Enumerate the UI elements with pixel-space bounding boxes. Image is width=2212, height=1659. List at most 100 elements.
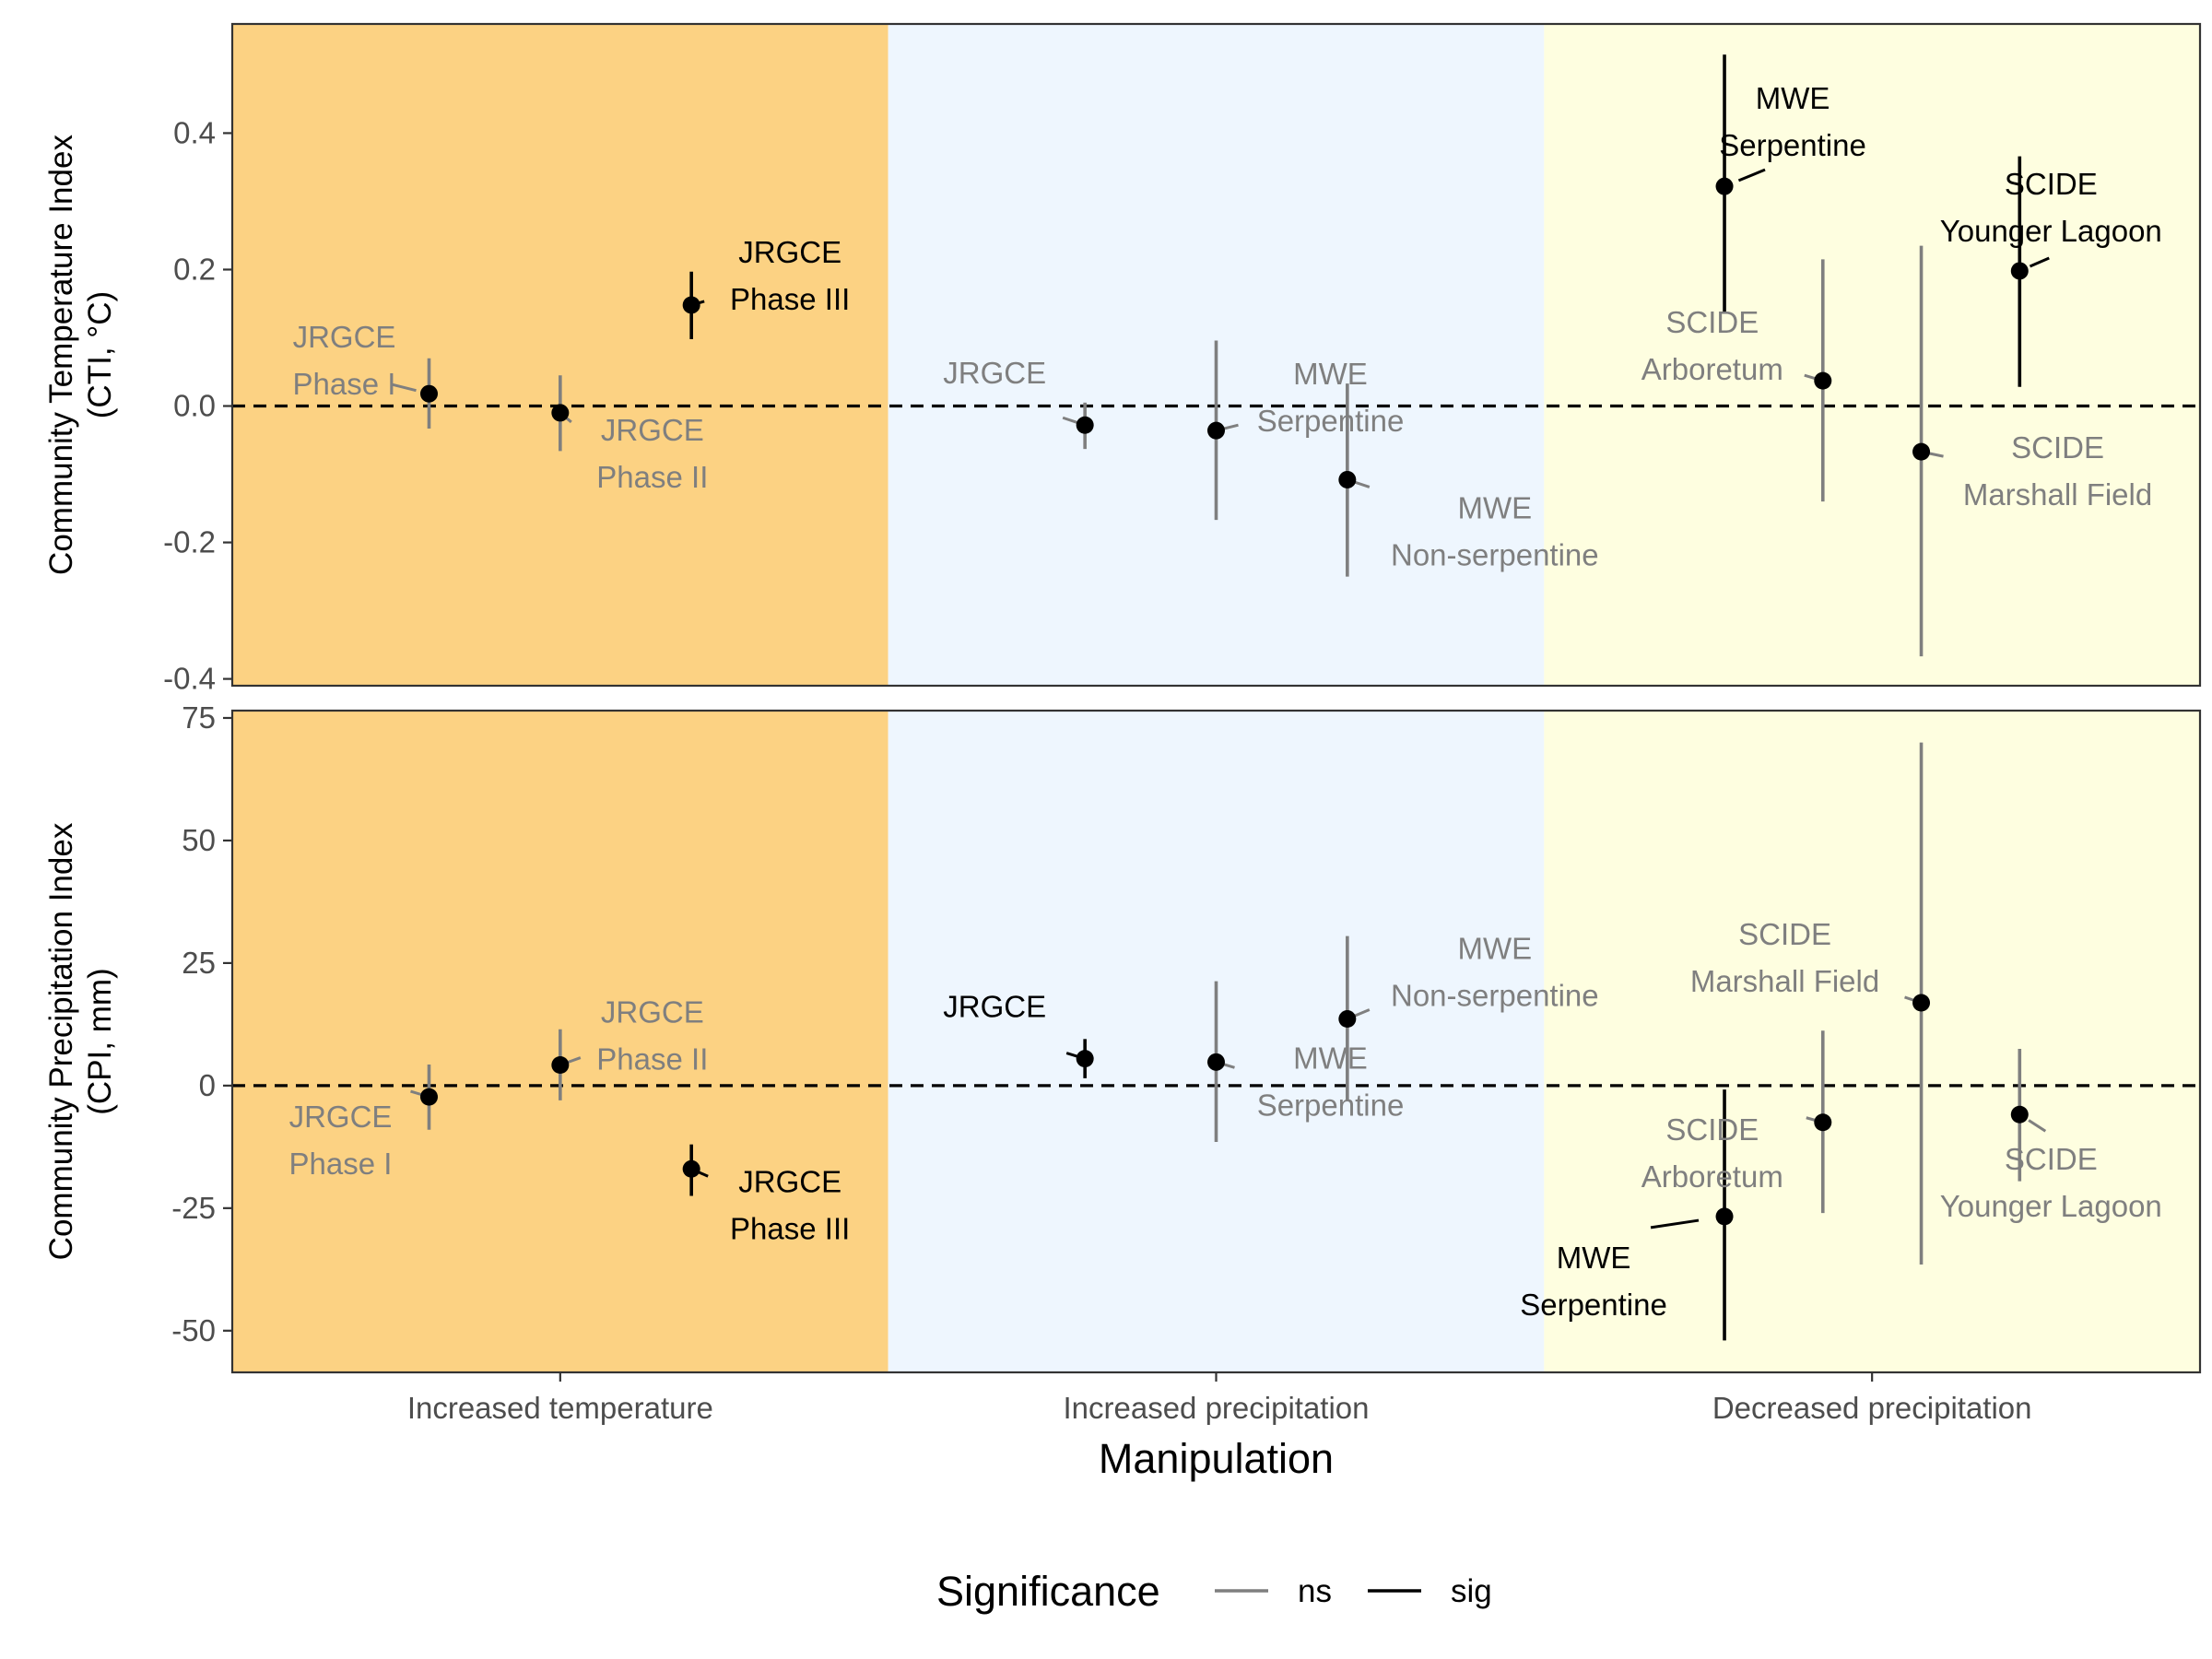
x-axis-title: Manipulation (1099, 1435, 1334, 1482)
panel-1-point-label-7-0: SCIDE (1665, 1112, 1759, 1147)
panel-1-point-label-9-0: SCIDE (2005, 1142, 2098, 1176)
panel-0-leader-8 (1928, 452, 1944, 458)
panel-0-point-label-6-1: Serpentine (1719, 128, 1866, 162)
panel-1-point-label-2-0: JRGCE (738, 1164, 841, 1198)
panel-0-point-2 (682, 296, 700, 314)
panel-1-leader-9 (2028, 1119, 2047, 1133)
panel-0-point-7 (1814, 371, 1832, 390)
panel-0-ytick-label-0: 0.4 (173, 115, 216, 149)
panel-1-leader-1 (567, 1056, 582, 1065)
panel-1-point-label-1-0: JRGCE (601, 995, 704, 1030)
panel-1-point-label-5-1: Non-serpentine (1391, 979, 1599, 1013)
panel-0-point-label-4-1: Serpentine (1257, 404, 1405, 438)
panel-1-point-label-9-1: Younger Lagoon (1940, 1189, 2162, 1223)
xtick-label-0: Increased temperature (407, 1391, 713, 1425)
panel-0-ytick-label-3: -0.2 (163, 525, 216, 559)
panel-0-bg-0 (232, 24, 888, 686)
panel-1-point-label-4-1: Serpentine (1257, 1088, 1405, 1122)
panel-0-point-label-9-0: SCIDE (2005, 167, 2098, 201)
panel-0-leader-9 (2029, 256, 2050, 268)
panel-0-point-9 (2010, 262, 2029, 280)
panel-1-ytick-label-5: -50 (171, 1313, 216, 1347)
panel-1-point-label-5-0: MWE (1458, 932, 1533, 966)
panel-0-point-5 (1338, 470, 1357, 488)
panel-1-point-label-7-1: Arboretum (1641, 1159, 1783, 1194)
panel-0-border (230, 22, 2202, 688)
panel-0-point-label-8-0: SCIDE (2011, 430, 2104, 465)
legend-key-label-sig: sig (1451, 1573, 1492, 1609)
panel-1-ytick-label-3: 0 (199, 1068, 216, 1102)
legend-key-label-ns: ns (1298, 1573, 1332, 1609)
panel-1-point-label-6-1: Serpentine (1520, 1288, 1667, 1322)
panel-0-leader-5 (1354, 480, 1371, 488)
panel-1-leader-5 (1354, 1008, 1371, 1018)
panel-1-point-0 (420, 1088, 438, 1106)
panel-0-ytick-label-1: 0.2 (173, 252, 216, 286)
panel-0-leader-4 (1223, 423, 1239, 430)
panel-0-point-label-6-0: MWE (1756, 81, 1830, 115)
panel-0-point-label-2-0: JRGCE (738, 235, 841, 269)
panel-0-point-label-5-0: MWE (1458, 490, 1533, 524)
panel-0-point-label-9-1: Younger Lagoon (1940, 214, 2162, 248)
panel-1-point-label-8-1: Marshall Field (1690, 964, 1879, 998)
legend-title: Significance (936, 1568, 1160, 1615)
panel-1-ylabel-line-1: (CPI, mm) (82, 968, 118, 1114)
panel-1-point-label-0-1: Phase I (289, 1147, 393, 1181)
panel-1-leader-4 (1222, 1063, 1235, 1069)
panel-0-leader-6 (1737, 168, 1766, 182)
panel-0-leader-3 (1062, 416, 1078, 424)
panel-1-point-label-2-1: Phase III (730, 1211, 850, 1245)
panel-1-point-8 (1912, 994, 1931, 1012)
panel-1-leader-3 (1065, 1052, 1079, 1058)
panel-0-point-label-7-0: SCIDE (1665, 305, 1759, 339)
panel-0-ylabel-line-0: Community Temperature Index (43, 135, 79, 575)
panel-0-point-label-7-1: Arboretum (1641, 352, 1783, 386)
panel-1-point-7 (1814, 1113, 1832, 1132)
xtick-label-1: Increased precipitation (1063, 1391, 1369, 1425)
panel-1-point-4 (1207, 1053, 1225, 1071)
panel-1-bg-2 (1544, 711, 2200, 1372)
panel-1-leader-0 (410, 1089, 423, 1097)
panel-0-point-label-0-0: JRGCE (293, 320, 396, 354)
panel-0-leader-0 (392, 382, 417, 393)
panel-1-ytick-label-2: 25 (182, 946, 216, 980)
panel-1-point-9 (2010, 1105, 2029, 1124)
panel-0-ytick-label-2: 0.0 (173, 389, 216, 423)
panel-0-point-0 (420, 384, 438, 403)
panel-1-point-label-0-0: JRGCE (289, 1100, 393, 1134)
panel-1-ytick-label-1: 50 (182, 823, 216, 857)
panel-1-point-6 (1715, 1207, 1734, 1226)
panel-0-point-label-4-0: MWE (1293, 357, 1368, 391)
panel-1-point-label-4-0: MWE (1293, 1041, 1368, 1075)
panel-1-ytick-label-0: 75 (182, 700, 216, 735)
panel-0-point-label-5-1: Non-serpentine (1391, 537, 1599, 571)
panel-0-point-label-1-1: Phase II (596, 460, 708, 494)
panel-1-ytick-label-4: -25 (171, 1191, 216, 1225)
panel-1-leader-6 (1650, 1218, 1700, 1230)
xtick-label-2: Decreased precipitation (1712, 1391, 2032, 1425)
panel-0-point-4 (1207, 421, 1225, 440)
panel-0-point-6 (1715, 177, 1734, 195)
panel-1-point-1 (551, 1056, 570, 1075)
panel-1-ylabel-line-0: Community Precipitation Index (43, 822, 79, 1260)
panel-1-point-label-1-1: Phase II (596, 1042, 708, 1077)
panel-1-point-5 (1338, 1010, 1357, 1029)
panel-0-point-label-2-1: Phase III (730, 282, 850, 316)
panel-1-point-3 (1076, 1050, 1094, 1068)
panel-0-point-label-0-1: Phase I (293, 367, 396, 401)
panel-0-point-label-8-1: Marshall Field (1963, 477, 2152, 512)
panel-1-point-label-6-0: MWE (1557, 1241, 1631, 1275)
panel-1-point-label-8-0: SCIDE (1738, 917, 1831, 951)
panel-0-point-8 (1912, 442, 1931, 461)
panel-0-point-1 (551, 404, 570, 422)
panel-0-bg-2 (1544, 24, 2200, 686)
panel-0-point-label-3-0: JRGCE (943, 356, 1046, 390)
panel-0-leader-7 (1804, 373, 1818, 381)
panel-1-point-label-3-0: JRGCE (943, 990, 1046, 1024)
panel-1-point-2 (682, 1159, 700, 1178)
panel-0-ylabel-line-1: (CTI, °C) (82, 291, 118, 418)
panel-0-ytick-label-4: -0.4 (163, 662, 216, 696)
panel-0-point-3 (1076, 416, 1094, 434)
